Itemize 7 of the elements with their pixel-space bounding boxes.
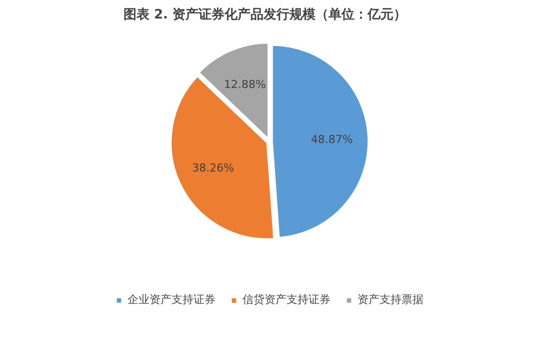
legend-label: 信贷资产支持证券 xyxy=(242,292,330,307)
legend-label: 企业资产支持证券 xyxy=(128,292,216,307)
data-label: 38.26% xyxy=(192,162,234,175)
data-label: 12.88% xyxy=(224,78,266,91)
legend-label: 资产支持票据 xyxy=(358,292,424,307)
data-label: 48.87% xyxy=(310,132,353,146)
chart-title: 图表 2. 资产证券化产品发行规模（单位：亿元） xyxy=(123,6,407,22)
